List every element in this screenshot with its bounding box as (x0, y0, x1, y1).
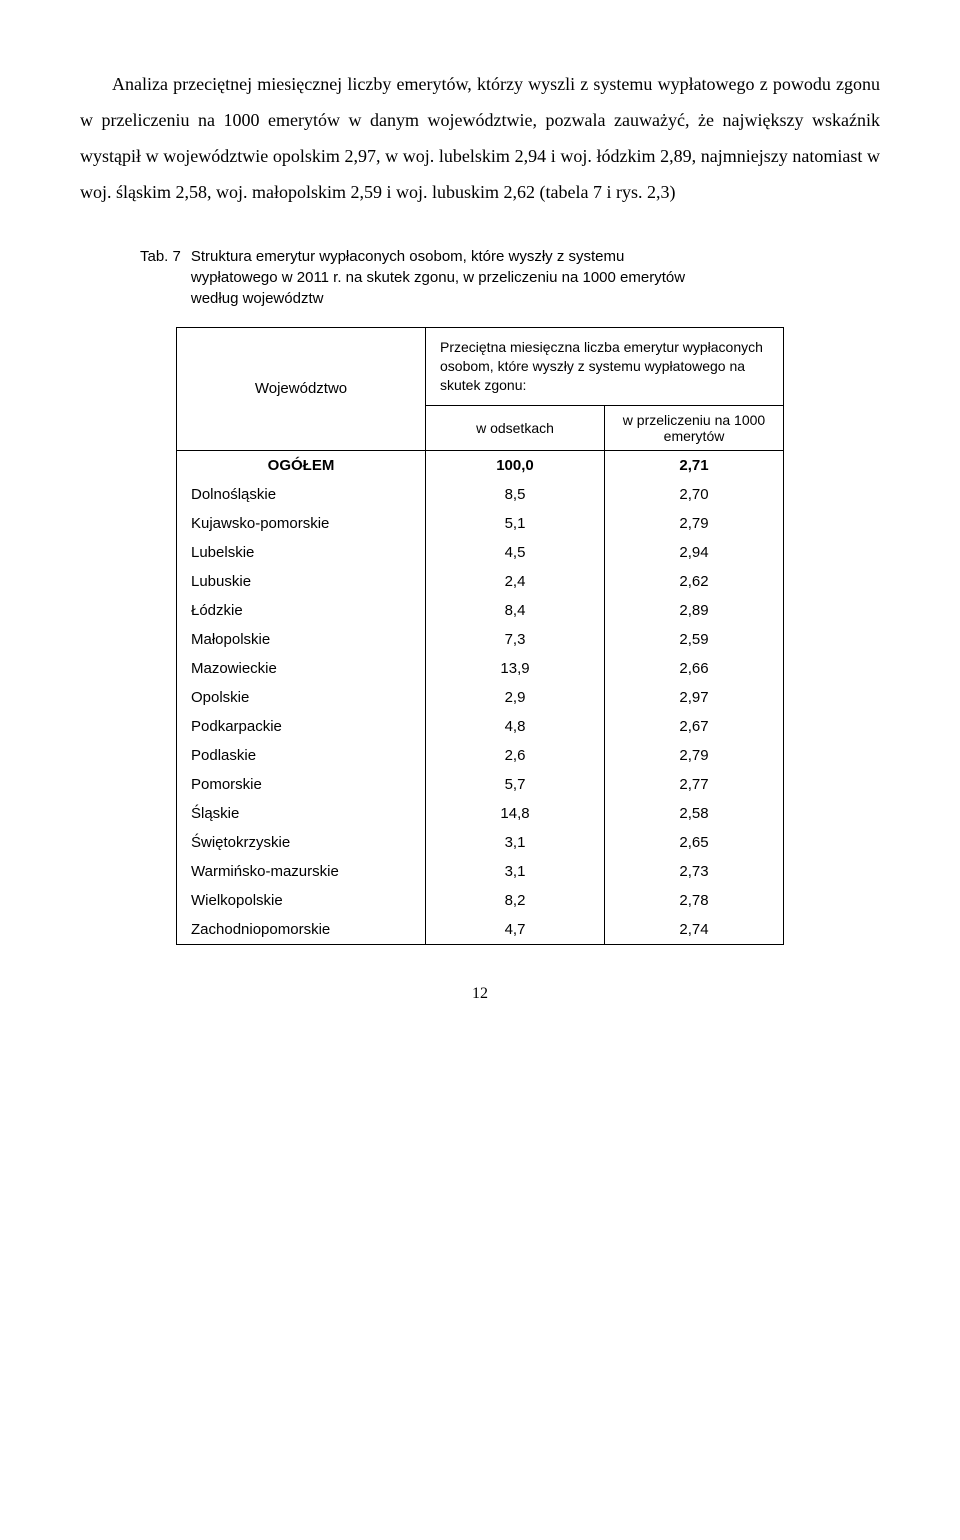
cell-per1000: 2,59 (605, 625, 784, 654)
cell-pct: 3,1 (426, 857, 605, 886)
table-row: Wielkopolskie8,22,78 (177, 886, 784, 915)
cell-name: Zachodniopomorskie (177, 915, 426, 945)
table-row: Opolskie2,92,97 (177, 683, 784, 712)
cell-name: Mazowieckie (177, 654, 426, 683)
cell-name: Lubuskie (177, 567, 426, 596)
table-caption: Tab. 7 Struktura emerytur wypłaconych os… (140, 246, 880, 309)
table-row: Zachodniopomorskie4,72,74 (177, 915, 784, 945)
table-row: Świętokrzyskie3,12,65 (177, 828, 784, 857)
table-row: Mazowieckie13,92,66 (177, 654, 784, 683)
cell-pct: 4,5 (426, 538, 605, 567)
page: Analiza przeciętnej miesięcznej liczby e… (0, 0, 960, 1033)
cell-pct: 14,8 (426, 799, 605, 828)
table-row: Podlaskie2,62,79 (177, 741, 784, 770)
cell-name: Małopolskie (177, 625, 426, 654)
data-table: Województwo Przeciętna miesięczna liczba… (176, 327, 784, 945)
cell-per1000: 2,67 (605, 712, 784, 741)
table-row: Warmińsko-mazurskie3,12,73 (177, 857, 784, 886)
cell-per1000: 2,79 (605, 509, 784, 538)
cell-per1000: 2,58 (605, 799, 784, 828)
cell-pct: 5,1 (426, 509, 605, 538)
cell-per1000: 2,97 (605, 683, 784, 712)
cell-name: Podkarpackie (177, 712, 426, 741)
table-row: Pomorskie5,72,77 (177, 770, 784, 799)
cell-pct: 5,7 (426, 770, 605, 799)
cell-name: Świętokrzyskie (177, 828, 426, 857)
table-row: Śląskie14,82,58 (177, 799, 784, 828)
table-row: Dolnośląskie8,52,70 (177, 480, 784, 509)
caption-text: Struktura emerytur wypłaconych osobom, k… (191, 246, 711, 309)
cell-per1000: 2,73 (605, 857, 784, 886)
total-per1000: 2,71 (605, 450, 784, 480)
cell-pct: 7,3 (426, 625, 605, 654)
col-header-wojewodztwo: Województwo (177, 328, 426, 451)
cell-per1000: 2,89 (605, 596, 784, 625)
cell-pct: 8,5 (426, 480, 605, 509)
cell-name: Podlaskie (177, 741, 426, 770)
cell-per1000: 2,79 (605, 741, 784, 770)
cell-per1000: 2,78 (605, 886, 784, 915)
cell-pct: 8,4 (426, 596, 605, 625)
table-row: Kujawsko-pomorskie5,12,79 (177, 509, 784, 538)
caption-label: Tab. 7 (140, 246, 191, 309)
cell-pct: 2,6 (426, 741, 605, 770)
cell-per1000: 2,70 (605, 480, 784, 509)
cell-name: Śląskie (177, 799, 426, 828)
col-header-pct: w odsetkach (426, 405, 605, 450)
cell-pct: 4,7 (426, 915, 605, 945)
table-row-total: OGÓŁEM 100,0 2,71 (177, 450, 784, 480)
cell-name: Wielkopolskie (177, 886, 426, 915)
total-pct: 100,0 (426, 450, 605, 480)
cell-per1000: 2,65 (605, 828, 784, 857)
cell-pct: 4,8 (426, 712, 605, 741)
cell-per1000: 2,66 (605, 654, 784, 683)
cell-pct: 2,9 (426, 683, 605, 712)
table-row: Lubelskie4,52,94 (177, 538, 784, 567)
table-row: Łódzkie8,42,89 (177, 596, 784, 625)
cell-per1000: 2,62 (605, 567, 784, 596)
page-number: 12 (80, 985, 880, 1003)
col-header-per1000: w przeliczeniu na 1000 emerytów (605, 405, 784, 450)
cell-name: Lubelskie (177, 538, 426, 567)
col-header-group: Przeciętna miesięczna liczba emerytur wy… (426, 328, 784, 406)
cell-name: Opolskie (177, 683, 426, 712)
cell-name: Pomorskie (177, 770, 426, 799)
cell-pct: 3,1 (426, 828, 605, 857)
cell-per1000: 2,94 (605, 538, 784, 567)
cell-per1000: 2,74 (605, 915, 784, 945)
cell-pct: 13,9 (426, 654, 605, 683)
cell-pct: 8,2 (426, 886, 605, 915)
intro-paragraph: Analiza przeciętnej miesięcznej liczby e… (80, 66, 880, 210)
cell-per1000: 2,77 (605, 770, 784, 799)
cell-pct: 2,4 (426, 567, 605, 596)
table-row: Lubuskie2,42,62 (177, 567, 784, 596)
cell-name: Warmińsko-mazurskie (177, 857, 426, 886)
cell-name: Dolnośląskie (177, 480, 426, 509)
table-row: Podkarpackie4,82,67 (177, 712, 784, 741)
cell-name: Kujawsko-pomorskie (177, 509, 426, 538)
table-row: Małopolskie7,32,59 (177, 625, 784, 654)
cell-name: Łódzkie (177, 596, 426, 625)
total-label: OGÓŁEM (177, 450, 426, 480)
